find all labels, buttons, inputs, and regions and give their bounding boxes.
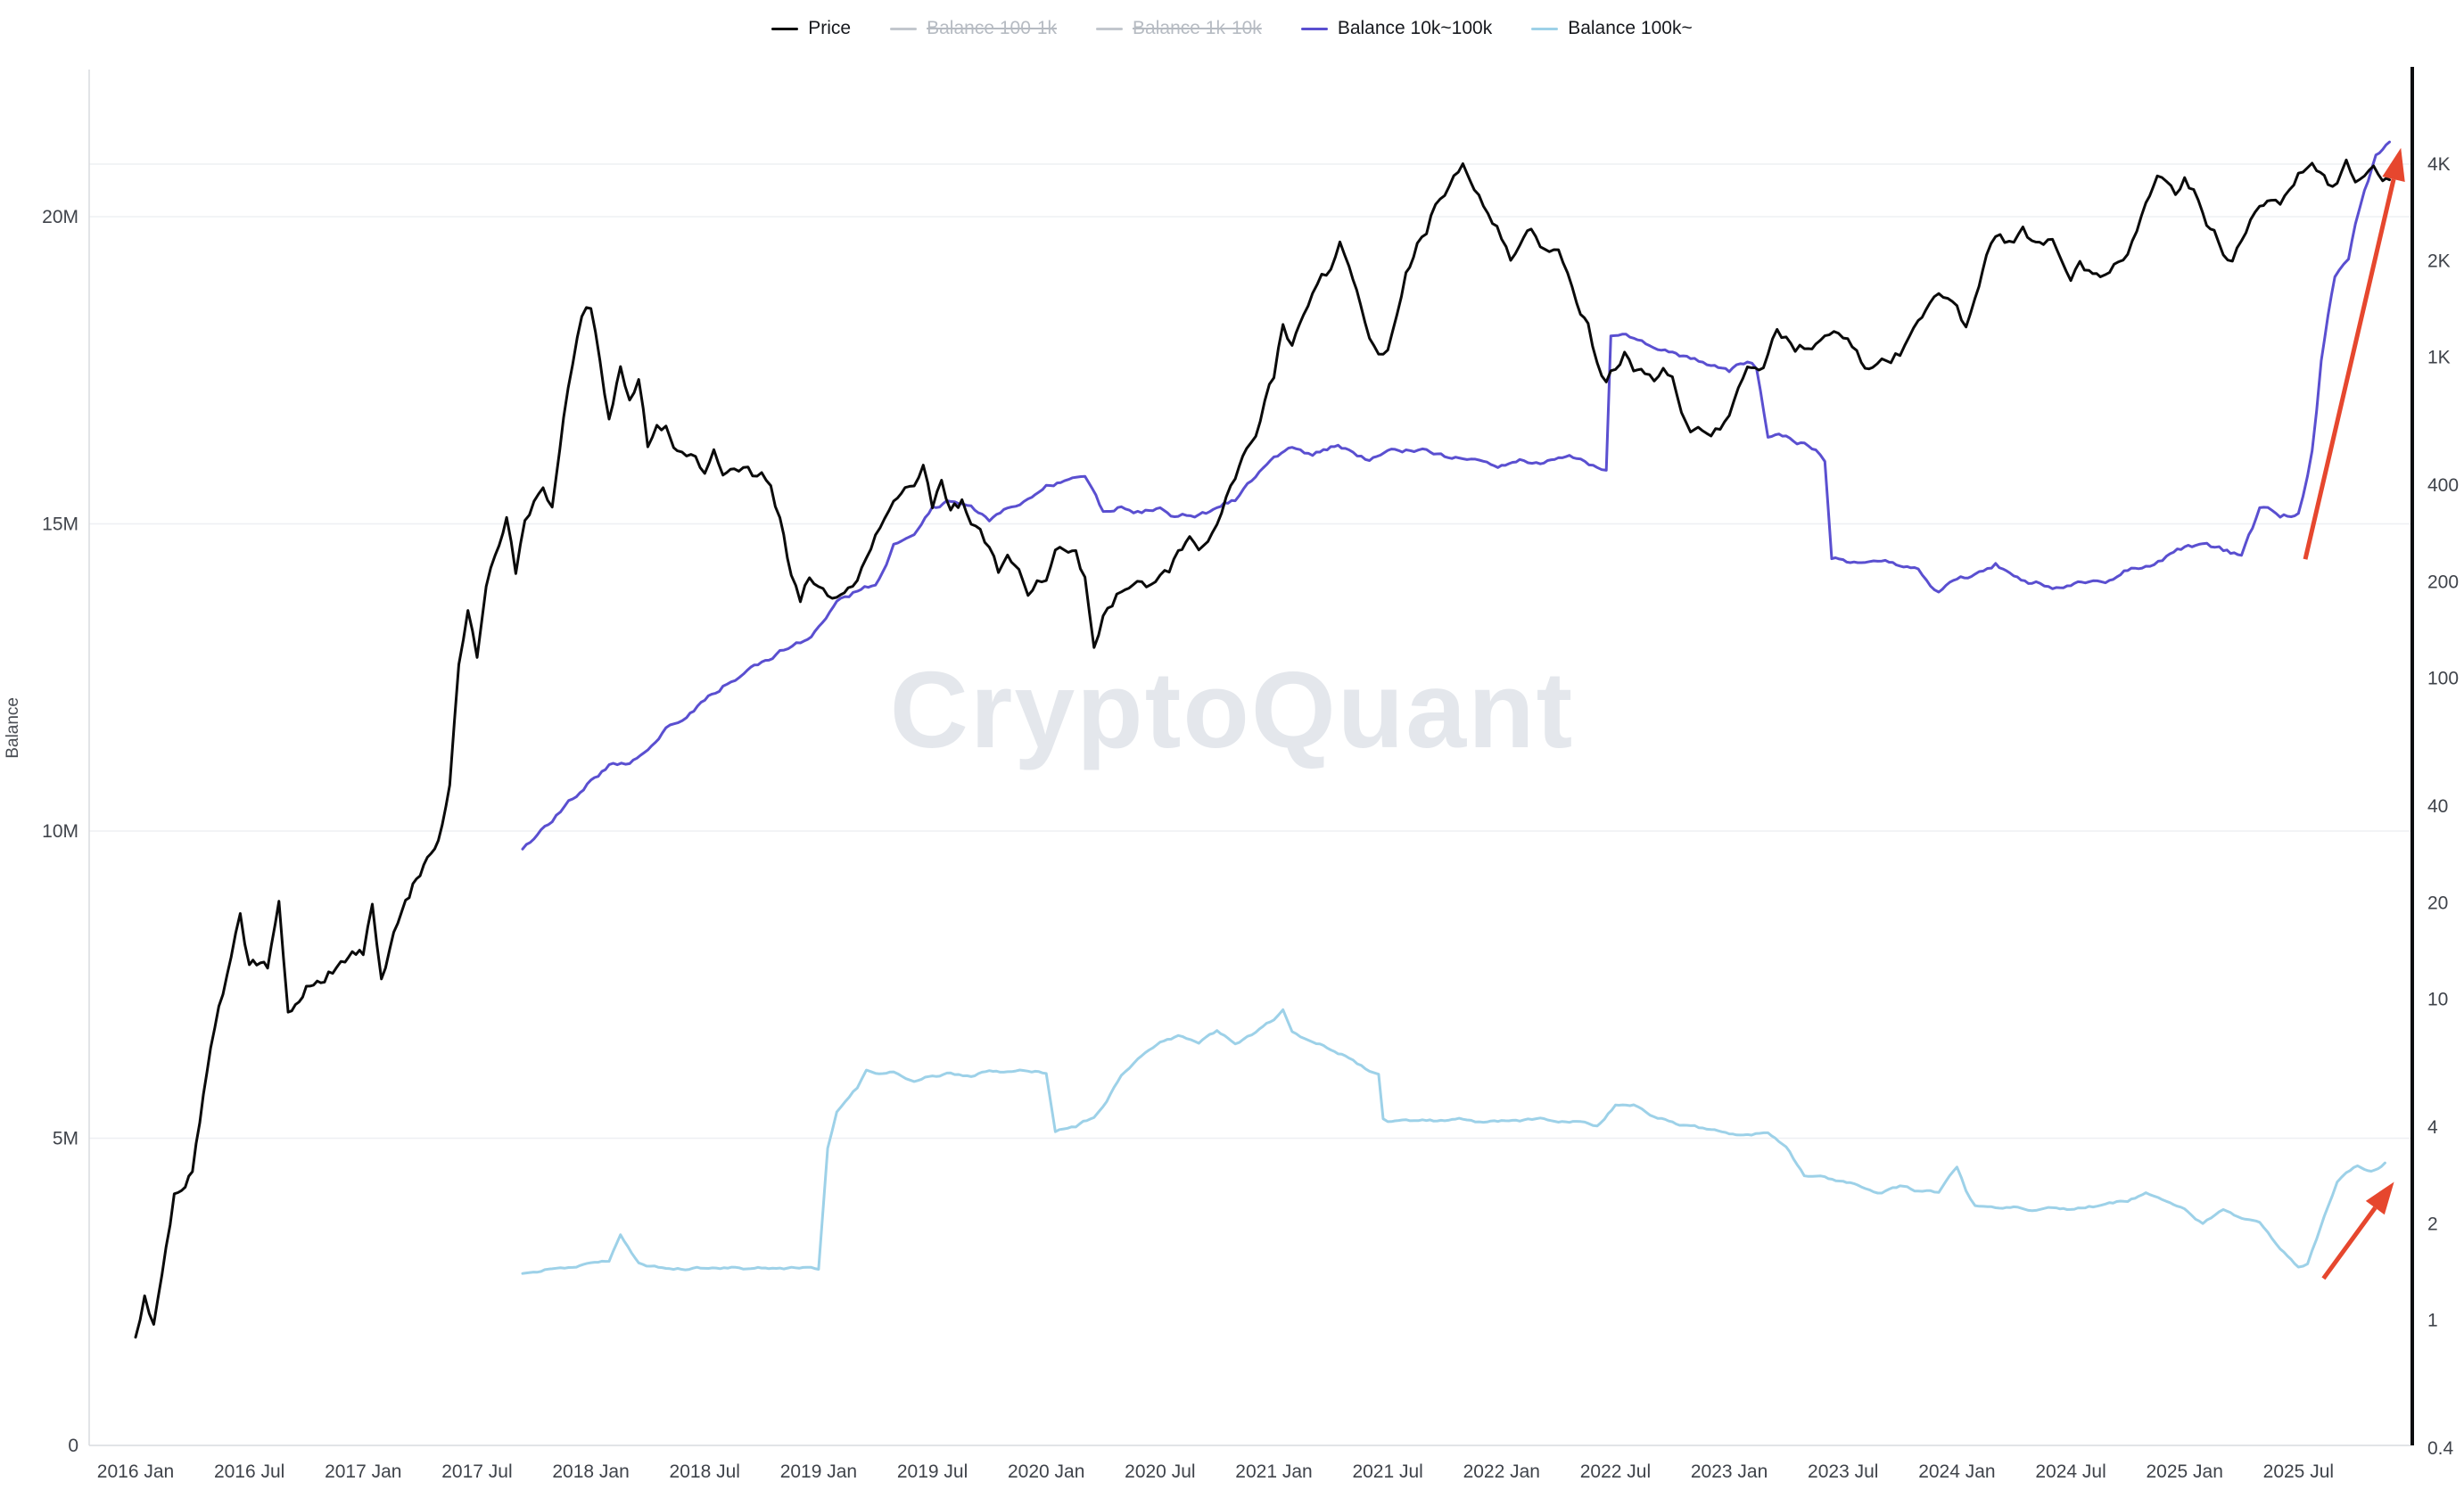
x-axis-tick-label: 2019 Jul <box>897 1461 968 1482</box>
right-axis-tick-label: 20 <box>2427 893 2448 913</box>
right-axis-tick-label: 10 <box>2427 990 2448 1010</box>
x-axis-tick-label: 2020 Jan <box>1008 1461 1084 1482</box>
x-axis-tick-label: 2022 Jul <box>1580 1461 1651 1482</box>
chart-legend: Price Balance 100-1k Balance 1k-10k Balance… <box>0 18 2464 39</box>
right-axis-tick-label: 200 <box>2427 572 2459 592</box>
x-axis-tick-label: 2024 Jan <box>1918 1461 1995 1482</box>
right-axis-tick-label: 0.4 <box>2427 1438 2454 1459</box>
x-axis-tick-label: 2018 Jan <box>552 1461 629 1482</box>
x-axis-tick-label: 2025 Jan <box>2146 1461 2222 1482</box>
right-axis-tick-label: 1 <box>2427 1311 2438 1331</box>
right-axis-tick-label: 100 <box>2427 669 2459 689</box>
legend-label: Balance 10k~100k <box>1337 18 1493 38</box>
legend-item-balance-100k-[interactable]: Balance 100k~ <box>1531 18 1693 39</box>
series-line-price <box>134 158 2391 1339</box>
x-axis-tick-label: 2022 Jan <box>1463 1461 1540 1482</box>
series-line-balance-100k- <box>521 1008 2386 1275</box>
x-axis-tick-label: 2021 Jan <box>1235 1461 1312 1482</box>
annotation-arrow-line <box>2321 1206 2377 1280</box>
x-axis-tick-label: 2023 Jan <box>1691 1461 1768 1482</box>
x-axis-tick-label: 2020 Jul <box>1125 1461 1195 1482</box>
legend-line-swatch-icon <box>1096 27 1124 30</box>
left-axis-tick-label: 0 <box>68 1436 78 1456</box>
legend-label: Balance 1k-10k <box>1133 18 1262 38</box>
x-axis-tick-label: 2019 Jan <box>780 1461 857 1482</box>
x-axis-tick-label: 2025 Jul <box>2263 1461 2334 1482</box>
left-axis-tick-label: 10M <box>42 821 78 842</box>
series-line-balance-10k-100k <box>521 140 2391 851</box>
x-axis-tick-label: 2024 Jul <box>2035 1461 2106 1482</box>
legend-item-balance-100-1k[interactable]: Balance 100-1k <box>890 18 1057 39</box>
left-axis-tick-label: 5M <box>53 1129 78 1149</box>
left-axis-tick-label: 20M <box>42 207 78 227</box>
annotation-arrow-line <box>2303 178 2396 560</box>
annotation-arrow-head-icon <box>2365 1181 2394 1215</box>
right-axis-tick-label: 4 <box>2427 1117 2438 1138</box>
legend-line-swatch-icon <box>771 27 799 30</box>
legend-line-swatch-icon <box>1531 27 1559 30</box>
legend-label: Balance 100-1k <box>927 18 1058 38</box>
legend-label: Price <box>808 18 852 38</box>
legend-line-swatch-icon <box>1300 27 1328 30</box>
x-axis-tick-label: 2016 Jul <box>214 1461 284 1482</box>
right-axis-tick-label: 4K <box>2427 154 2451 175</box>
left-axis-tick-label: 15M <box>42 515 78 535</box>
x-axis-tick-label: 2018 Jul <box>670 1461 740 1482</box>
x-axis-tick-label: 2016 Jan <box>97 1461 174 1482</box>
right-axis-tick-label: 2K <box>2427 251 2451 271</box>
x-axis-tick-label: 2017 Jan <box>325 1461 401 1482</box>
legend-item-price[interactable]: Price <box>771 18 851 39</box>
x-axis-tick-label: 2021 Jul <box>1352 1461 1422 1482</box>
right-axis-tick-label: 400 <box>2427 475 2459 496</box>
x-axis-tick-label: 2023 Jul <box>1808 1461 1878 1482</box>
legend-item-balance-1k-10k[interactable]: Balance 1k-10k <box>1096 18 1262 39</box>
left-axis-title: Balance <box>4 697 22 759</box>
x-axis-tick-label: 2017 Jul <box>441 1461 512 1482</box>
annotation-arrow-head-icon <box>2382 147 2405 182</box>
right-axis-tick-label: 40 <box>2427 796 2448 817</box>
right-axis-tick-label: 1K <box>2427 348 2451 368</box>
legend-label: Balance 100k~ <box>1568 18 1693 38</box>
legend-item-balance-10k-100k[interactable]: Balance 10k~100k <box>1300 18 1493 39</box>
legend-line-swatch-icon <box>890 27 918 30</box>
right-axis-tick-label: 2 <box>2427 1214 2438 1234</box>
